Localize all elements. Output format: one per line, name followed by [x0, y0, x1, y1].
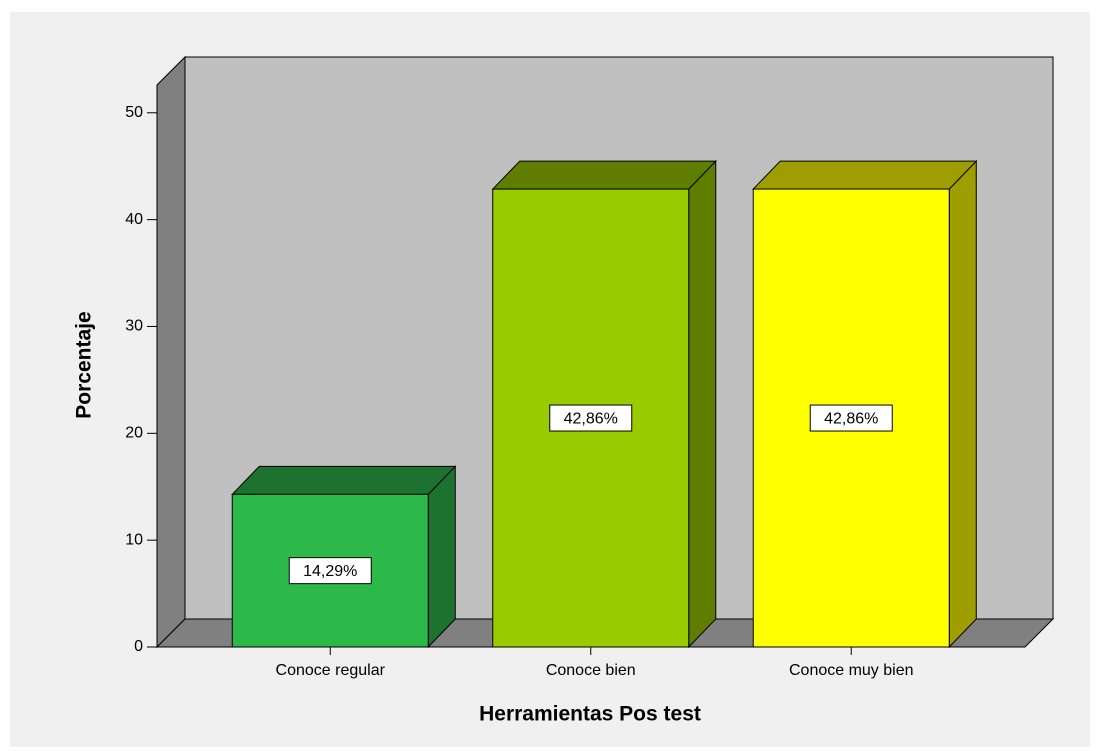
value-label-box [288, 557, 372, 585]
bar-top [231, 465, 457, 495]
value-label: 42,86% [824, 410, 878, 427]
y-tick-label: 0 [134, 638, 143, 655]
y-tick-label: 30 [125, 318, 143, 335]
bar-side [948, 159, 977, 649]
left-wall [156, 55, 186, 649]
y-tick-label: 10 [125, 531, 143, 548]
bar-top [752, 160, 978, 190]
y-tick-label: 50 [125, 104, 143, 121]
value-label-box [809, 404, 893, 432]
y-tick-label: 40 [125, 211, 143, 228]
bar-side [427, 465, 456, 649]
x-axis-title: Herramientas Pos test [479, 703, 701, 726]
y-tick-label: 20 [125, 425, 143, 442]
value-label: 42,86% [564, 410, 618, 427]
x-tick-label: Conoce bien [546, 662, 636, 679]
bar-top [491, 160, 717, 190]
value-label: 14,29% [303, 563, 357, 580]
x-tick-label: Conoce muy bien [789, 662, 914, 679]
bar-side [688, 159, 717, 649]
value-label-box [549, 404, 633, 432]
x-tick-label: Conoce regular [276, 662, 386, 679]
y-axis-title: Porcentaje [73, 311, 96, 418]
